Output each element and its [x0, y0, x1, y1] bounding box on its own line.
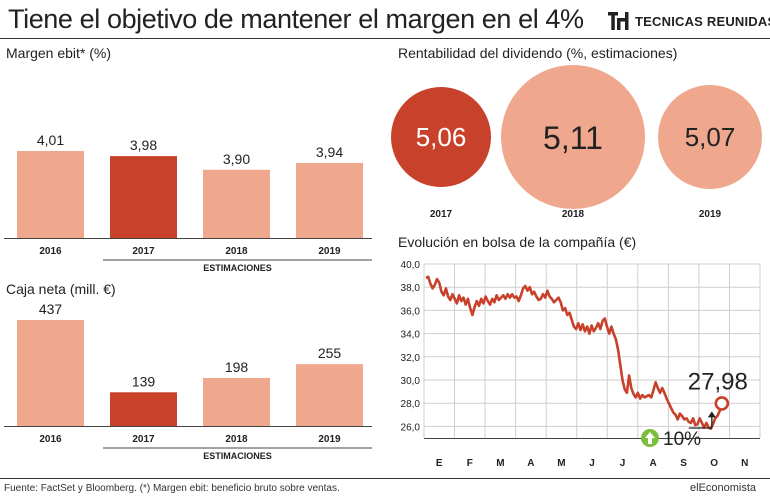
annotation-connector: [688, 413, 713, 429]
group-label: ESTIMACIONES: [203, 263, 272, 273]
category-label: 2016: [39, 434, 62, 445]
bar-2018: [203, 377, 270, 426]
footer-source: Fuente: FactSet y Bloomberg. (*) Margen …: [4, 483, 340, 494]
bubble-2018: [501, 65, 645, 209]
tr-logo-icon: [608, 12, 629, 30]
bar-2018: [203, 169, 270, 238]
x-tick-label: E: [436, 458, 443, 469]
company-logo: TECNICAS REUNIDAS: [608, 11, 770, 31]
header-rule: [0, 38, 770, 39]
footer-brand: elEconomista: [690, 482, 757, 494]
cash-chart-title: Caja neta (mill. €): [6, 281, 116, 297]
category-label: 2017: [430, 209, 453, 220]
footer-rule: [0, 478, 770, 479]
ebit-chart-title: Margen ebit* (%): [6, 45, 112, 61]
stock-line-chart: 26,0 28,0 30,0 32,0 34,0 36,0 38,0 40,0 E F M A M J J A…: [401, 260, 761, 469]
bar-2016: [17, 320, 84, 426]
last-price-marker: [714, 396, 730, 411]
category-label: 2017: [132, 246, 155, 257]
x-tick-label: M: [557, 458, 565, 469]
stock-chart-title: Evolución en bolsa de la compañía (€): [398, 234, 637, 250]
y-tick-label: 38,0: [401, 283, 421, 294]
y-tick-label: 28,0: [401, 399, 421, 410]
dividend-chart-title: Rentabilidad del dividendo (%, estimacio…: [398, 45, 678, 61]
y-tick-label: 34,0: [401, 330, 421, 341]
bar-value-label: 198: [225, 359, 249, 375]
bar-value-label: 3,98: [130, 137, 157, 153]
bar-value-label: 255: [318, 345, 342, 361]
cash-bar-chart: 437 2016 139 2017 198 2018 255 2019 ESTIMACIONES: [4, 301, 372, 461]
price-line: [425, 275, 724, 430]
bar-value-label: 437: [39, 301, 63, 317]
bubble-2019: [658, 85, 762, 189]
category-label: 2019: [318, 434, 341, 445]
category-label: 2018: [562, 209, 585, 220]
dividend-bubble-chart: 5,06 2017 5,11 2018 5,07 2019: [391, 65, 762, 220]
category-label: 2019: [318, 246, 341, 257]
x-tick-label: J: [589, 458, 595, 469]
last-price-label: 27,98: [688, 368, 748, 395]
category-label: 2018: [225, 434, 248, 445]
bar-2017: [110, 392, 177, 426]
category-label: 2018: [225, 246, 248, 257]
x-tick-label: S: [680, 458, 687, 469]
bar-value-label: 139: [132, 373, 156, 389]
change-percent-label: 10%: [663, 429, 701, 450]
bubble-value-label: 5,11: [543, 120, 603, 156]
logo-text: TECNICAS REUNIDAS: [635, 13, 770, 29]
x-tick-label: A: [649, 458, 656, 469]
up-arrow-glyph: [645, 432, 655, 444]
y-tick-label: 30,0: [401, 376, 421, 387]
bar-value-label: 3,90: [223, 151, 250, 167]
bubble-2017: [391, 87, 491, 187]
x-tick-label: J: [620, 458, 626, 469]
bar-value-label: 4,01: [37, 132, 64, 148]
x-tick-label: M: [496, 458, 504, 469]
group-label: ESTIMACIONES: [203, 451, 272, 461]
y-tick-label: 36,0: [401, 306, 421, 317]
y-tick-label: 40,0: [401, 260, 421, 271]
bar-2016: [17, 151, 84, 238]
ebit-bar-chart: 4,01 2016 3,98 2017 3,90 2018 3,94 2019 ESTIMACI…: [4, 132, 372, 273]
category-label: 2019: [699, 209, 722, 220]
bar-2019: [296, 364, 363, 426]
page-title: Tiene el objetivo de mantener el margen …: [8, 4, 584, 34]
y-tick-label: 26,0: [401, 422, 421, 433]
bar-2017: [110, 156, 177, 238]
x-tick-label: F: [467, 458, 473, 469]
bubble-value-label: 5,06: [416, 122, 467, 152]
x-tick-label: N: [741, 458, 748, 469]
x-tick-label: A: [527, 458, 534, 469]
category-label: 2017: [132, 434, 155, 445]
annotation-arrowhead: [707, 411, 716, 418]
bar-2019: [296, 162, 363, 238]
x-tick-label: O: [710, 458, 718, 469]
category-label: 2016: [39, 246, 62, 257]
y-tick-label: 32,0: [401, 353, 421, 364]
bubble-value-label: 5,07: [685, 122, 736, 152]
bar-value-label: 3,94: [316, 144, 343, 160]
